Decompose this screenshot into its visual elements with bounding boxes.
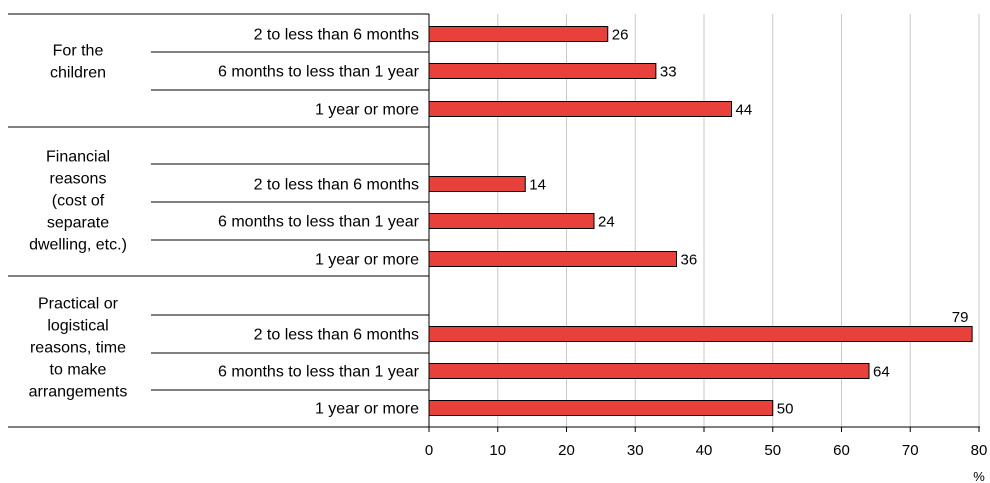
group-label-line: separate bbox=[47, 215, 109, 232]
data-label: 24 bbox=[598, 214, 615, 231]
labels: 2 to less than 6 months 26 6 months to les… bbox=[29, 27, 969, 418]
group-label-line: reasons bbox=[50, 171, 107, 188]
x-tick-label: 80 bbox=[971, 442, 988, 459]
bar bbox=[428, 63, 657, 79]
x-tick-label: 70 bbox=[902, 442, 919, 459]
data-label: 33 bbox=[660, 64, 677, 81]
bars bbox=[428, 26, 973, 416]
data-label: 36 bbox=[681, 252, 698, 269]
x-tick-label: 10 bbox=[489, 442, 506, 459]
x-axis: 0 10 20 30 40 50 60 70 80 bbox=[8, 14, 987, 459]
group-label-line: Financial bbox=[46, 149, 110, 166]
group-label-line: dwelling, etc.) bbox=[29, 237, 127, 254]
group-label-line: Practical or bbox=[38, 296, 119, 313]
group-label-line: (cost of bbox=[52, 193, 105, 210]
bar bbox=[428, 251, 677, 267]
bar-category-label: 2 to less than 6 months bbox=[254, 27, 419, 44]
data-label: 44 bbox=[736, 102, 753, 119]
x-axis-unit-label: % bbox=[973, 469, 985, 483]
x-tick-label: 60 bbox=[833, 442, 850, 459]
bar-category-label: 6 months to less than 1 year bbox=[218, 364, 420, 381]
bar bbox=[428, 326, 973, 342]
x-tick-label: 30 bbox=[627, 442, 644, 459]
bar bbox=[428, 176, 526, 192]
bar-category-label: 1 year or more bbox=[315, 102, 419, 119]
data-label: 64 bbox=[873, 364, 890, 381]
group-label-line: reasons, time bbox=[30, 340, 126, 357]
bar-category-label: 6 months to less than 1 year bbox=[218, 64, 420, 81]
x-tick-label: 20 bbox=[558, 442, 575, 459]
bar-category-label: 2 to less than 6 months bbox=[254, 327, 419, 344]
bar bbox=[428, 400, 774, 416]
row-separators bbox=[8, 13, 429, 391]
bar-category-label: 1 year or more bbox=[315, 401, 419, 418]
group-label-line: to make bbox=[50, 362, 107, 379]
gridlines bbox=[497, 14, 980, 427]
data-label: 14 bbox=[529, 177, 546, 194]
data-label: 79 bbox=[952, 309, 969, 326]
bar-category-label: 6 months to less than 1 year bbox=[218, 214, 420, 231]
x-tick-label: 40 bbox=[696, 442, 713, 459]
bar bbox=[428, 363, 870, 379]
bar bbox=[428, 26, 609, 42]
bar-category-label: 1 year or more bbox=[315, 252, 419, 269]
bar bbox=[428, 101, 732, 117]
group-label-line: logistical bbox=[47, 318, 108, 335]
bar bbox=[428, 213, 595, 229]
group-label-line: For the bbox=[53, 43, 104, 60]
bar-category-label: 2 to less than 6 months bbox=[254, 177, 419, 194]
data-label: 50 bbox=[777, 401, 794, 418]
group-label-line: arrangements bbox=[29, 384, 128, 401]
data-label: 26 bbox=[612, 27, 629, 44]
group-label-line: children bbox=[50, 65, 106, 82]
x-tick-label: 50 bbox=[764, 442, 781, 459]
x-tick-label: 0 bbox=[425, 442, 433, 459]
